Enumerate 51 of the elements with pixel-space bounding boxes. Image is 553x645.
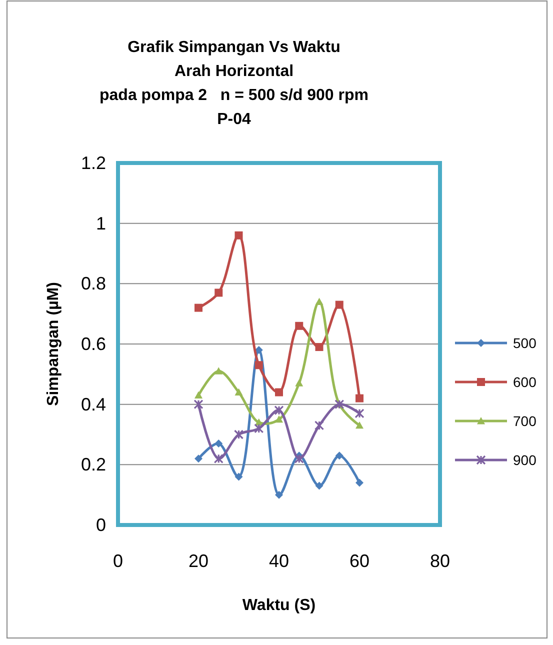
point — [274, 406, 284, 416]
legend-label: 600 — [513, 374, 537, 390]
x-tick-label: 40 — [268, 551, 290, 571]
y-axis-title: Simpangan (µM) — [45, 282, 62, 406]
x-tick-label: 0 — [112, 551, 124, 571]
legend-label: 700 — [513, 413, 537, 429]
point — [254, 346, 263, 354]
x-tick-label: 60 — [349, 551, 370, 571]
point — [295, 322, 304, 330]
point — [254, 424, 264, 434]
point — [354, 408, 364, 418]
point — [315, 343, 324, 352]
point — [335, 452, 344, 460]
y-tick-label: 0 — [96, 515, 106, 535]
point — [234, 430, 244, 440]
legend-label: 500 — [513, 335, 537, 351]
point — [275, 490, 283, 499]
point — [194, 391, 202, 398]
point — [194, 400, 204, 410]
y-tick-label: 0.2 — [80, 454, 106, 475]
point — [356, 478, 364, 487]
point — [314, 420, 324, 430]
point — [335, 300, 344, 309]
point — [356, 421, 364, 429]
point — [315, 482, 324, 490]
legend-label: 900 — [513, 452, 537, 468]
point — [214, 288, 223, 297]
chart-title: Grafik Simpangan Vs Waktu Arah Horizontal pada pompa 2 n = 500 s/d 900 rpm P-04 — [100, 39, 368, 128]
x-axis-title: Waktu (S) — [242, 597, 316, 614]
point — [356, 394, 364, 402]
y-tick-label: 1.2 — [80, 153, 106, 173]
y-tick-label: 0.6 — [80, 334, 106, 354]
point — [234, 472, 243, 481]
point — [254, 361, 263, 370]
point — [295, 379, 304, 386]
point — [234, 231, 243, 240]
point — [194, 304, 202, 312]
y-tick-label: 0.4 — [80, 394, 106, 414]
point — [315, 298, 324, 305]
y-tick-label: 1 — [96, 213, 106, 234]
point — [275, 388, 283, 396]
point — [194, 454, 202, 463]
x-tick-label: 20 — [188, 551, 209, 571]
point — [275, 415, 283, 423]
point — [214, 440, 223, 448]
x-tick-label: 80 — [430, 551, 450, 571]
point — [234, 388, 243, 396]
y-tick-label: 0.8 — [80, 274, 106, 294]
point — [214, 367, 223, 374]
point — [214, 454, 224, 464]
point — [294, 454, 304, 464]
